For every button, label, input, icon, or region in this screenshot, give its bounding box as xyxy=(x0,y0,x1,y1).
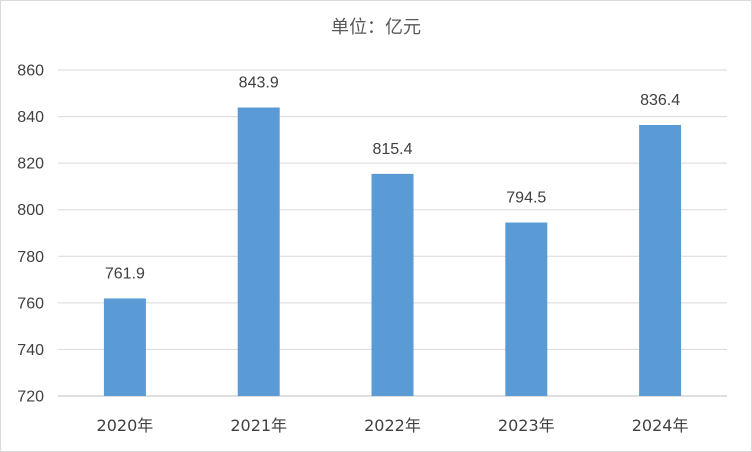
bar xyxy=(639,124,682,396)
x-tick-label: 2021年 xyxy=(230,416,287,435)
bar xyxy=(371,173,414,396)
x-tick-label: 2020年 xyxy=(97,416,154,435)
data-label: 815.4 xyxy=(372,141,412,158)
y-tick-label: 800 xyxy=(17,202,44,219)
gridlines xyxy=(58,69,727,397)
bar xyxy=(237,107,280,397)
x-tick-label: 2022年 xyxy=(364,416,421,435)
y-axis: 720 740 760 780 800 820 840 860 xyxy=(17,63,44,406)
x-tick-label: 2023年 xyxy=(498,416,555,435)
data-label: 843.9 xyxy=(239,74,279,91)
data-label: 761.9 xyxy=(105,265,145,282)
bar xyxy=(103,298,146,396)
y-tick-label: 860 xyxy=(17,63,44,80)
y-tick-label: 760 xyxy=(17,295,44,312)
bars xyxy=(103,107,682,397)
data-label: 794.5 xyxy=(506,190,546,207)
chart-title: 单位：亿元 xyxy=(331,17,421,38)
data-label: 836.4 xyxy=(640,92,680,109)
x-axis: 2020年 2021年 2022年 2023年 2024年 xyxy=(97,416,689,435)
y-tick-label: 820 xyxy=(17,156,44,173)
bar xyxy=(505,222,548,396)
y-tick-label: 780 xyxy=(17,249,44,266)
data-labels: 761.9 843.9 815.4 794.5 836.4 xyxy=(105,74,680,282)
x-tick-label: 2024年 xyxy=(632,416,689,435)
y-tick-label: 740 xyxy=(17,342,44,359)
y-tick-label: 720 xyxy=(17,389,44,406)
y-tick-label: 840 xyxy=(17,109,44,126)
